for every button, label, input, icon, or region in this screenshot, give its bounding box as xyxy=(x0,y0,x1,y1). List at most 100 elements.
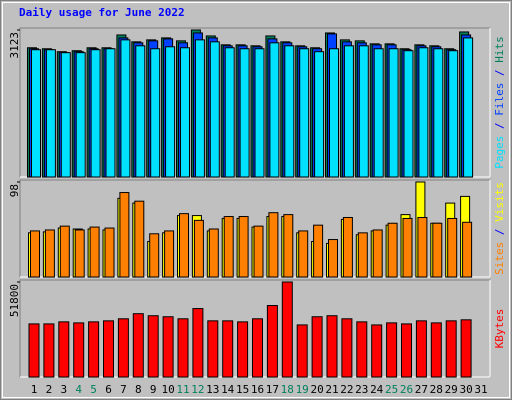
bar xyxy=(298,230,309,278)
bar xyxy=(311,316,323,378)
x-tick-label: 26 xyxy=(400,383,413,396)
bar xyxy=(460,319,472,378)
bar xyxy=(150,48,161,178)
bar xyxy=(162,316,174,378)
bar xyxy=(342,216,353,278)
bar xyxy=(135,45,146,178)
bar xyxy=(177,318,189,378)
x-tick-label: 22 xyxy=(340,383,353,396)
x-tick-label: 4 xyxy=(75,383,82,396)
bar xyxy=(386,322,398,378)
bar xyxy=(208,228,219,278)
bar xyxy=(59,225,70,278)
bar xyxy=(147,315,159,378)
x-tick-label: 15 xyxy=(236,383,249,396)
legend-entry: Hits xyxy=(493,36,506,63)
bar xyxy=(104,227,115,278)
x-tick-label: 27 xyxy=(415,383,428,396)
legend-entry: Files xyxy=(493,83,506,116)
bar xyxy=(417,216,428,278)
bar xyxy=(283,214,294,278)
x-tick-label: 9 xyxy=(150,383,157,396)
x-tick-label: 1 xyxy=(31,383,38,396)
x-tick-label: 8 xyxy=(135,383,142,396)
bar xyxy=(73,322,85,378)
bar xyxy=(445,320,457,378)
bar xyxy=(74,229,85,278)
bar xyxy=(75,52,86,178)
bar xyxy=(299,48,310,178)
bar xyxy=(222,320,234,378)
bar xyxy=(60,52,71,178)
x-tick-label: 16 xyxy=(251,383,264,396)
legend-separator: / xyxy=(493,116,506,136)
bar xyxy=(45,49,56,178)
legend-separator: / xyxy=(493,63,506,83)
bar xyxy=(105,48,116,178)
bar xyxy=(132,313,144,378)
bar xyxy=(253,225,264,278)
x-tick-label: 28 xyxy=(430,383,443,396)
x-tick-label: 19 xyxy=(296,383,309,396)
bar xyxy=(193,219,204,278)
bar xyxy=(254,48,265,178)
legend-entry: Pages xyxy=(493,136,506,169)
bar xyxy=(415,320,427,378)
bar xyxy=(372,229,383,278)
bar xyxy=(284,45,295,178)
bar xyxy=(252,318,263,378)
bar xyxy=(328,239,338,278)
bar xyxy=(357,232,368,278)
bar xyxy=(30,230,40,278)
legend-separator: / xyxy=(493,222,506,242)
bar xyxy=(120,39,131,178)
bar xyxy=(356,321,368,378)
bar xyxy=(341,318,353,378)
x-tick-label: 3 xyxy=(60,383,67,396)
bar xyxy=(28,323,40,378)
bar xyxy=(433,48,444,178)
bar xyxy=(88,321,100,378)
bar xyxy=(296,324,308,378)
x-tick-label: 23 xyxy=(355,383,368,396)
bar xyxy=(463,37,474,178)
bar xyxy=(239,48,250,178)
bar xyxy=(462,221,473,278)
chart-title: Daily usage for June 2022 xyxy=(19,6,185,19)
bar xyxy=(371,324,383,378)
y-tick-label: 3123 xyxy=(8,32,21,59)
x-tick-label: 21 xyxy=(325,383,338,396)
bar xyxy=(430,322,442,378)
x-tick-label: 18 xyxy=(281,383,294,396)
bar xyxy=(358,45,369,178)
x-tick-label: 30 xyxy=(459,383,472,396)
x-tick-label: 10 xyxy=(161,383,174,396)
bar xyxy=(164,230,175,278)
bar xyxy=(343,45,354,178)
bar xyxy=(194,39,205,178)
legend-entry: Sites xyxy=(493,242,506,275)
bar xyxy=(314,51,325,178)
bar xyxy=(387,222,398,278)
x-tick-label: 31 xyxy=(474,383,487,396)
legend: Pages / Files / Hits xyxy=(493,36,506,169)
bar xyxy=(237,321,249,378)
bar xyxy=(268,212,279,278)
y-tick-label: 98 xyxy=(8,184,21,197)
legend-entry: Visits xyxy=(493,182,506,222)
x-tick-label: 13 xyxy=(206,383,219,396)
bar xyxy=(313,224,324,278)
bar xyxy=(165,46,176,178)
bar xyxy=(192,308,204,378)
bar xyxy=(447,217,458,278)
bar xyxy=(269,42,280,178)
bar xyxy=(373,48,384,178)
bar xyxy=(402,217,413,278)
bar xyxy=(89,226,100,278)
bar xyxy=(31,49,41,178)
bar xyxy=(388,48,399,178)
x-tick-label: 12 xyxy=(191,383,204,396)
